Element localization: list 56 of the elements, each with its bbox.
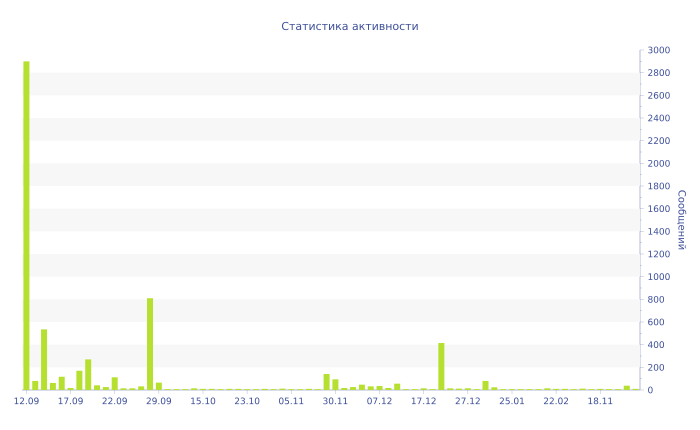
y-tick-label: 3000 bbox=[648, 46, 670, 54]
y-tick-label: 1800 bbox=[648, 182, 670, 190]
bar bbox=[58, 376, 65, 390]
bar bbox=[156, 382, 162, 390]
bar bbox=[41, 329, 48, 390]
bar bbox=[482, 380, 488, 390]
bar bbox=[350, 387, 356, 390]
y-tick-label: 1200 bbox=[648, 250, 670, 258]
x-tick-label: 27.12 bbox=[456, 398, 480, 404]
y-tick-label: 2600 bbox=[648, 92, 670, 99]
bar bbox=[23, 61, 30, 390]
bar bbox=[624, 386, 630, 390]
bar bbox=[368, 386, 374, 390]
x-tick-label: 12.09 bbox=[14, 398, 39, 404]
y-tick-label: 0 bbox=[648, 386, 653, 394]
bar bbox=[138, 386, 144, 390]
x-tick-label: 07.12 bbox=[367, 398, 392, 404]
bar bbox=[94, 385, 100, 390]
bar bbox=[438, 342, 444, 390]
x-tick-label: 23.10 bbox=[234, 398, 260, 404]
y-axis-title: Сообщений bbox=[677, 190, 686, 250]
y-tick-label: 600 bbox=[648, 318, 664, 326]
bar bbox=[332, 379, 338, 390]
bar bbox=[147, 298, 154, 390]
y-tick-label: 2800 bbox=[648, 69, 670, 76]
bar bbox=[76, 370, 82, 390]
y-tick-label: 1600 bbox=[648, 205, 670, 212]
x-tick-label: 22.09 bbox=[102, 398, 127, 404]
x-tick-label: 30.11 bbox=[323, 398, 348, 404]
x-tick-label: 05.11 bbox=[279, 398, 304, 404]
x-tick-label: 29.09 bbox=[146, 398, 172, 404]
x-tick-label: 15.10 bbox=[191, 398, 216, 404]
y-tick-label: 1400 bbox=[648, 228, 670, 235]
bar bbox=[324, 374, 330, 390]
x-tick-label: 18.11 bbox=[588, 398, 612, 404]
y-tick-label: 2200 bbox=[648, 137, 670, 144]
bar bbox=[32, 380, 38, 390]
y-tick-label: 1000 bbox=[648, 273, 670, 280]
y-tick-label: 200 bbox=[648, 364, 664, 371]
x-tick-label: 17.09 bbox=[58, 398, 83, 404]
y-tick-label: 2000 bbox=[648, 160, 670, 167]
chart-title: Статистика активности bbox=[282, 22, 418, 30]
bar bbox=[358, 384, 365, 390]
bar bbox=[394, 384, 400, 390]
bar bbox=[491, 387, 498, 390]
y-tick-label: 800 bbox=[648, 296, 664, 303]
bar bbox=[50, 382, 56, 390]
x-tick-label: 17.12 bbox=[412, 398, 436, 404]
x-tick-label: 22.02 bbox=[544, 398, 568, 404]
bar bbox=[112, 377, 118, 390]
bar bbox=[85, 359, 92, 390]
y-tick-label: 400 bbox=[648, 341, 664, 348]
bar bbox=[376, 386, 383, 390]
bar bbox=[102, 387, 109, 390]
y-tick-label: 2400 bbox=[648, 114, 670, 122]
x-tick-label: 25.01 bbox=[500, 398, 524, 404]
